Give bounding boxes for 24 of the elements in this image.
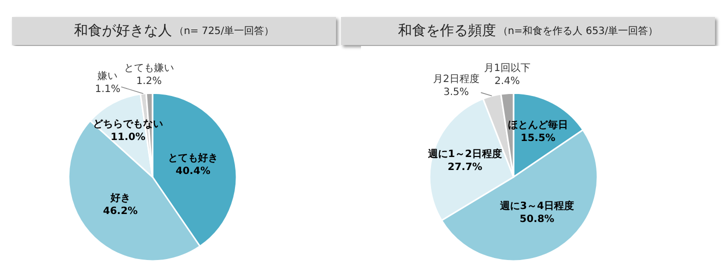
data-label: 40.4% — [176, 166, 210, 177]
slice-label: 月1回以下 — [484, 62, 530, 74]
chart-title: 和食が好きな人 — [74, 23, 172, 39]
chart-subtitle: （n=和食を作る人 653/単一回答） — [498, 24, 658, 38]
data-label: 15.5% — [520, 133, 556, 144]
data-label: 1.1% — [95, 84, 120, 95]
slice-label: ほとんど毎日 — [508, 119, 568, 131]
slice-label: とても好き — [168, 152, 218, 164]
slice-label: 好き — [109, 192, 130, 204]
slice-label: 月2日程度 — [433, 73, 480, 85]
slice-label: 週に3～4日程度 — [499, 200, 574, 212]
data-label: 50.8% — [520, 214, 554, 225]
data-label: 46.2% — [103, 206, 138, 217]
slice-label: 週に1～2日程度 — [427, 148, 502, 160]
data-label: 1.2% — [136, 76, 162, 87]
data-label: 2.4% — [494, 76, 520, 87]
chart-title: 和食を作る頻度 — [398, 23, 496, 39]
data-label: 3.5% — [443, 87, 469, 98]
slice-label: どちらでもない — [93, 119, 163, 130]
slice-label: 嫌い — [98, 70, 118, 82]
data-label: 11.0% — [110, 132, 146, 143]
data-label: 27.7% — [448, 162, 482, 173]
slice-label: とても嫌い — [124, 62, 174, 74]
chart-subtitle: （n= 725/単一回答） — [174, 25, 274, 38]
